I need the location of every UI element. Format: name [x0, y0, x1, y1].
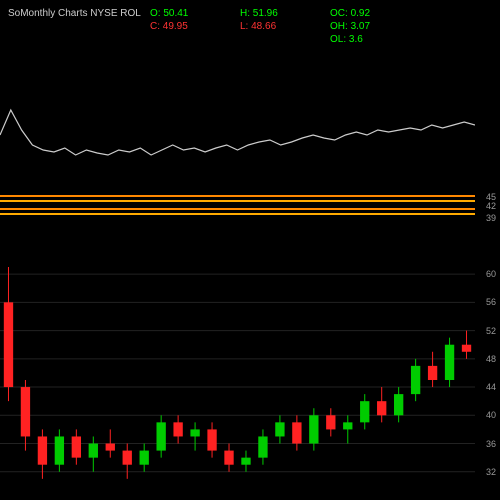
band-label: 42	[486, 201, 496, 211]
y-axis-tick: 52	[486, 326, 496, 336]
indicator-band	[0, 213, 475, 215]
band-label: 39	[486, 213, 496, 223]
candle	[224, 451, 233, 465]
candle	[207, 429, 216, 450]
indicator-band	[0, 200, 475, 202]
y-axis-tick: 32	[486, 467, 496, 477]
candle	[462, 345, 471, 352]
oc-value: OC: 0.92	[330, 8, 410, 19]
candle	[4, 302, 13, 387]
candle	[377, 401, 386, 415]
indicator-band	[0, 195, 475, 197]
candle	[140, 451, 149, 465]
ohlc-readout: O: 50.41 H: 51.96 OC: 0.92 C: 49.95 L: 4…	[150, 8, 410, 45]
candle	[106, 444, 115, 451]
high-value: H: 51.96	[240, 8, 320, 19]
candle	[309, 415, 318, 443]
candle	[394, 394, 403, 415]
candle	[343, 422, 352, 429]
ol-value: OL: 3.6	[330, 34, 410, 45]
chart-title: SoMonthly Charts NYSE ROL	[8, 8, 141, 19]
candle	[275, 422, 284, 436]
oh-value: OH: 3.07	[330, 21, 410, 32]
candle	[360, 401, 369, 422]
candle	[21, 387, 30, 436]
candle	[445, 345, 454, 380]
chart-container: SoMonthly Charts NYSE ROL O: 50.41 H: 51…	[0, 0, 500, 500]
candle	[241, 458, 250, 465]
candle	[72, 436, 81, 457]
y-axis-tick: 40	[486, 410, 496, 420]
candle	[292, 422, 301, 443]
low-value: L: 48.66	[240, 21, 320, 32]
candle	[411, 366, 420, 394]
open-value: O: 50.41	[150, 8, 230, 19]
candle	[38, 436, 47, 464]
candle	[190, 429, 199, 436]
candle	[123, 451, 132, 465]
candle	[326, 415, 335, 429]
candlestick-chart	[0, 260, 475, 500]
candle	[258, 436, 267, 457]
indicator-band	[0, 208, 475, 210]
y-axis-tick: 44	[486, 382, 496, 392]
line-chart	[0, 50, 475, 180]
y-axis-tick: 36	[486, 439, 496, 449]
candle	[156, 422, 165, 450]
candle	[173, 422, 182, 436]
y-axis-tick: 60	[486, 269, 496, 279]
candle	[55, 436, 64, 464]
y-axis-tick: 48	[486, 354, 496, 364]
y-axis-tick: 56	[486, 297, 496, 307]
close-value: C: 49.95	[150, 21, 230, 32]
candle	[89, 444, 98, 458]
candle	[428, 366, 437, 380]
